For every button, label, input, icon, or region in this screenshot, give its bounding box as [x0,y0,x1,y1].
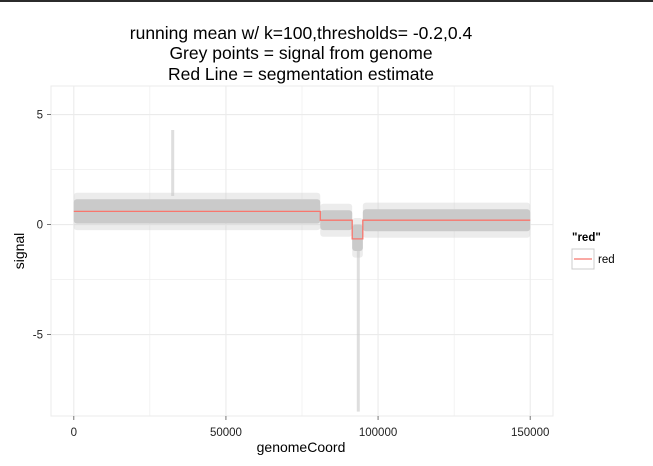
chart-title: running mean w/ k=100,thresholds= -0.2,0… [130,23,473,43]
segmentation-lines [73,210,531,240]
legend: "red" red [571,232,615,270]
y-tick-label: -5 [33,330,43,342]
chart-subtitle-line-1: Grey points = signal from genome [169,43,432,63]
grid-lines [51,86,553,416]
y-tick-label: 0 [37,220,43,232]
signal-spike [356,251,360,412]
legend-title: "red" [572,232,601,244]
x-tick-label: 0 [71,427,77,439]
y-axis-title: signal [11,233,27,270]
signal-band [352,224,363,251]
chart-subtitle-line-2: Red Line = segmentation estimate [168,64,434,84]
page-top-rule [0,0,653,2]
x-axis-title: genomeCoord [257,439,346,455]
x-tick-label: 50000 [210,427,242,439]
x-tick-label: 100000 [359,427,397,439]
legend-label-red: red [598,254,615,266]
y-axis-ticks: 5 0 -5 [33,110,51,342]
segmentation-line-red [73,210,531,240]
signal-spike [171,130,175,196]
y-tick-label: 5 [37,110,43,122]
x-tick-label: 150000 [511,427,549,439]
x-axis-ticks: 0 50000 100000 150000 [71,416,549,439]
